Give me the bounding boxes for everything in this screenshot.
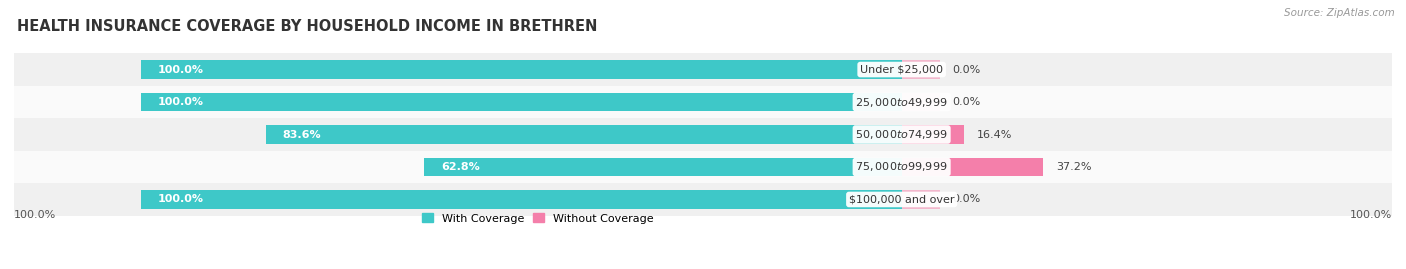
Bar <box>14 183 1392 216</box>
Bar <box>14 86 1392 118</box>
Bar <box>14 53 1392 86</box>
Bar <box>901 190 939 209</box>
Bar <box>901 93 939 111</box>
Text: 0.0%: 0.0% <box>952 97 980 107</box>
Bar <box>901 125 965 144</box>
Text: Source: ZipAtlas.com: Source: ZipAtlas.com <box>1284 8 1395 18</box>
Bar <box>901 158 1043 176</box>
Text: HEALTH INSURANCE COVERAGE BY HOUSEHOLD INCOME IN BRETHREN: HEALTH INSURANCE COVERAGE BY HOUSEHOLD I… <box>17 19 598 34</box>
Bar <box>141 60 901 79</box>
Text: $100,000 and over: $100,000 and over <box>849 194 955 204</box>
Text: 62.8%: 62.8% <box>440 162 479 172</box>
Bar <box>901 60 939 79</box>
Bar <box>141 93 901 111</box>
Bar <box>14 118 1392 151</box>
Bar <box>423 158 901 176</box>
Text: 100.0%: 100.0% <box>157 97 204 107</box>
Text: 83.6%: 83.6% <box>283 129 321 140</box>
Legend: With Coverage, Without Coverage: With Coverage, Without Coverage <box>422 213 654 224</box>
Text: 100.0%: 100.0% <box>1350 210 1392 220</box>
Text: Under $25,000: Under $25,000 <box>860 65 943 75</box>
Text: 100.0%: 100.0% <box>14 210 56 220</box>
Bar <box>14 151 1392 183</box>
Text: 37.2%: 37.2% <box>1056 162 1091 172</box>
Text: 100.0%: 100.0% <box>157 65 204 75</box>
Text: $50,000 to $74,999: $50,000 to $74,999 <box>855 128 948 141</box>
Text: $25,000 to $49,999: $25,000 to $49,999 <box>855 95 948 108</box>
Text: 0.0%: 0.0% <box>952 194 980 204</box>
Bar <box>266 125 901 144</box>
Bar <box>141 190 901 209</box>
Text: $75,000 to $99,999: $75,000 to $99,999 <box>855 161 948 174</box>
Text: 100.0%: 100.0% <box>157 194 204 204</box>
Text: 16.4%: 16.4% <box>977 129 1012 140</box>
Text: 0.0%: 0.0% <box>952 65 980 75</box>
